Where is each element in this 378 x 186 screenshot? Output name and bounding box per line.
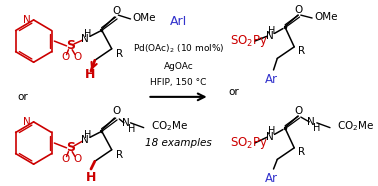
Text: H: H (85, 68, 95, 81)
Text: OMe: OMe (132, 13, 156, 23)
Text: N: N (23, 15, 31, 25)
Text: N: N (266, 132, 274, 142)
Text: N: N (307, 117, 315, 127)
Text: S: S (66, 39, 75, 52)
Text: N: N (82, 135, 89, 145)
Text: CO$_2$Me: CO$_2$Me (336, 119, 374, 133)
Text: O: O (295, 5, 303, 15)
Text: SO$_2$Py: SO$_2$Py (230, 33, 268, 49)
Text: R: R (116, 49, 123, 59)
Text: H: H (313, 123, 321, 133)
Text: N: N (266, 31, 274, 41)
Text: H: H (84, 29, 91, 39)
Text: HFIP, 150 °C: HFIP, 150 °C (150, 78, 207, 87)
Text: H: H (128, 124, 135, 134)
Text: CO$_2$Me: CO$_2$Me (151, 119, 189, 133)
Text: H: H (268, 25, 275, 36)
Text: O: O (74, 52, 82, 62)
Text: H: H (84, 130, 91, 140)
Text: Ar: Ar (265, 172, 278, 185)
Text: or: or (18, 92, 28, 102)
Text: O: O (112, 106, 121, 116)
Text: H: H (268, 126, 275, 137)
Text: R: R (116, 150, 123, 160)
Text: SO$_2$Py: SO$_2$Py (230, 135, 268, 151)
Text: ArI: ArI (170, 15, 187, 28)
Text: R: R (298, 46, 305, 56)
Text: H: H (86, 171, 96, 184)
Text: S: S (66, 141, 75, 154)
Text: O: O (62, 154, 70, 164)
Text: O: O (112, 6, 121, 16)
Text: 18 examples: 18 examples (145, 138, 212, 148)
Text: AgOAc: AgOAc (164, 62, 194, 71)
Text: or: or (229, 87, 239, 97)
Text: N: N (122, 118, 130, 128)
Text: O: O (74, 154, 82, 164)
Text: N: N (82, 34, 89, 44)
Text: R: R (298, 147, 305, 157)
Text: OMe: OMe (314, 12, 338, 22)
Text: Pd(OAc)$_2$ (10 mol%): Pd(OAc)$_2$ (10 mol%) (133, 43, 224, 55)
Text: O: O (62, 52, 70, 62)
Text: Ar: Ar (265, 73, 278, 86)
Text: O: O (295, 106, 303, 116)
Text: N: N (23, 117, 31, 127)
